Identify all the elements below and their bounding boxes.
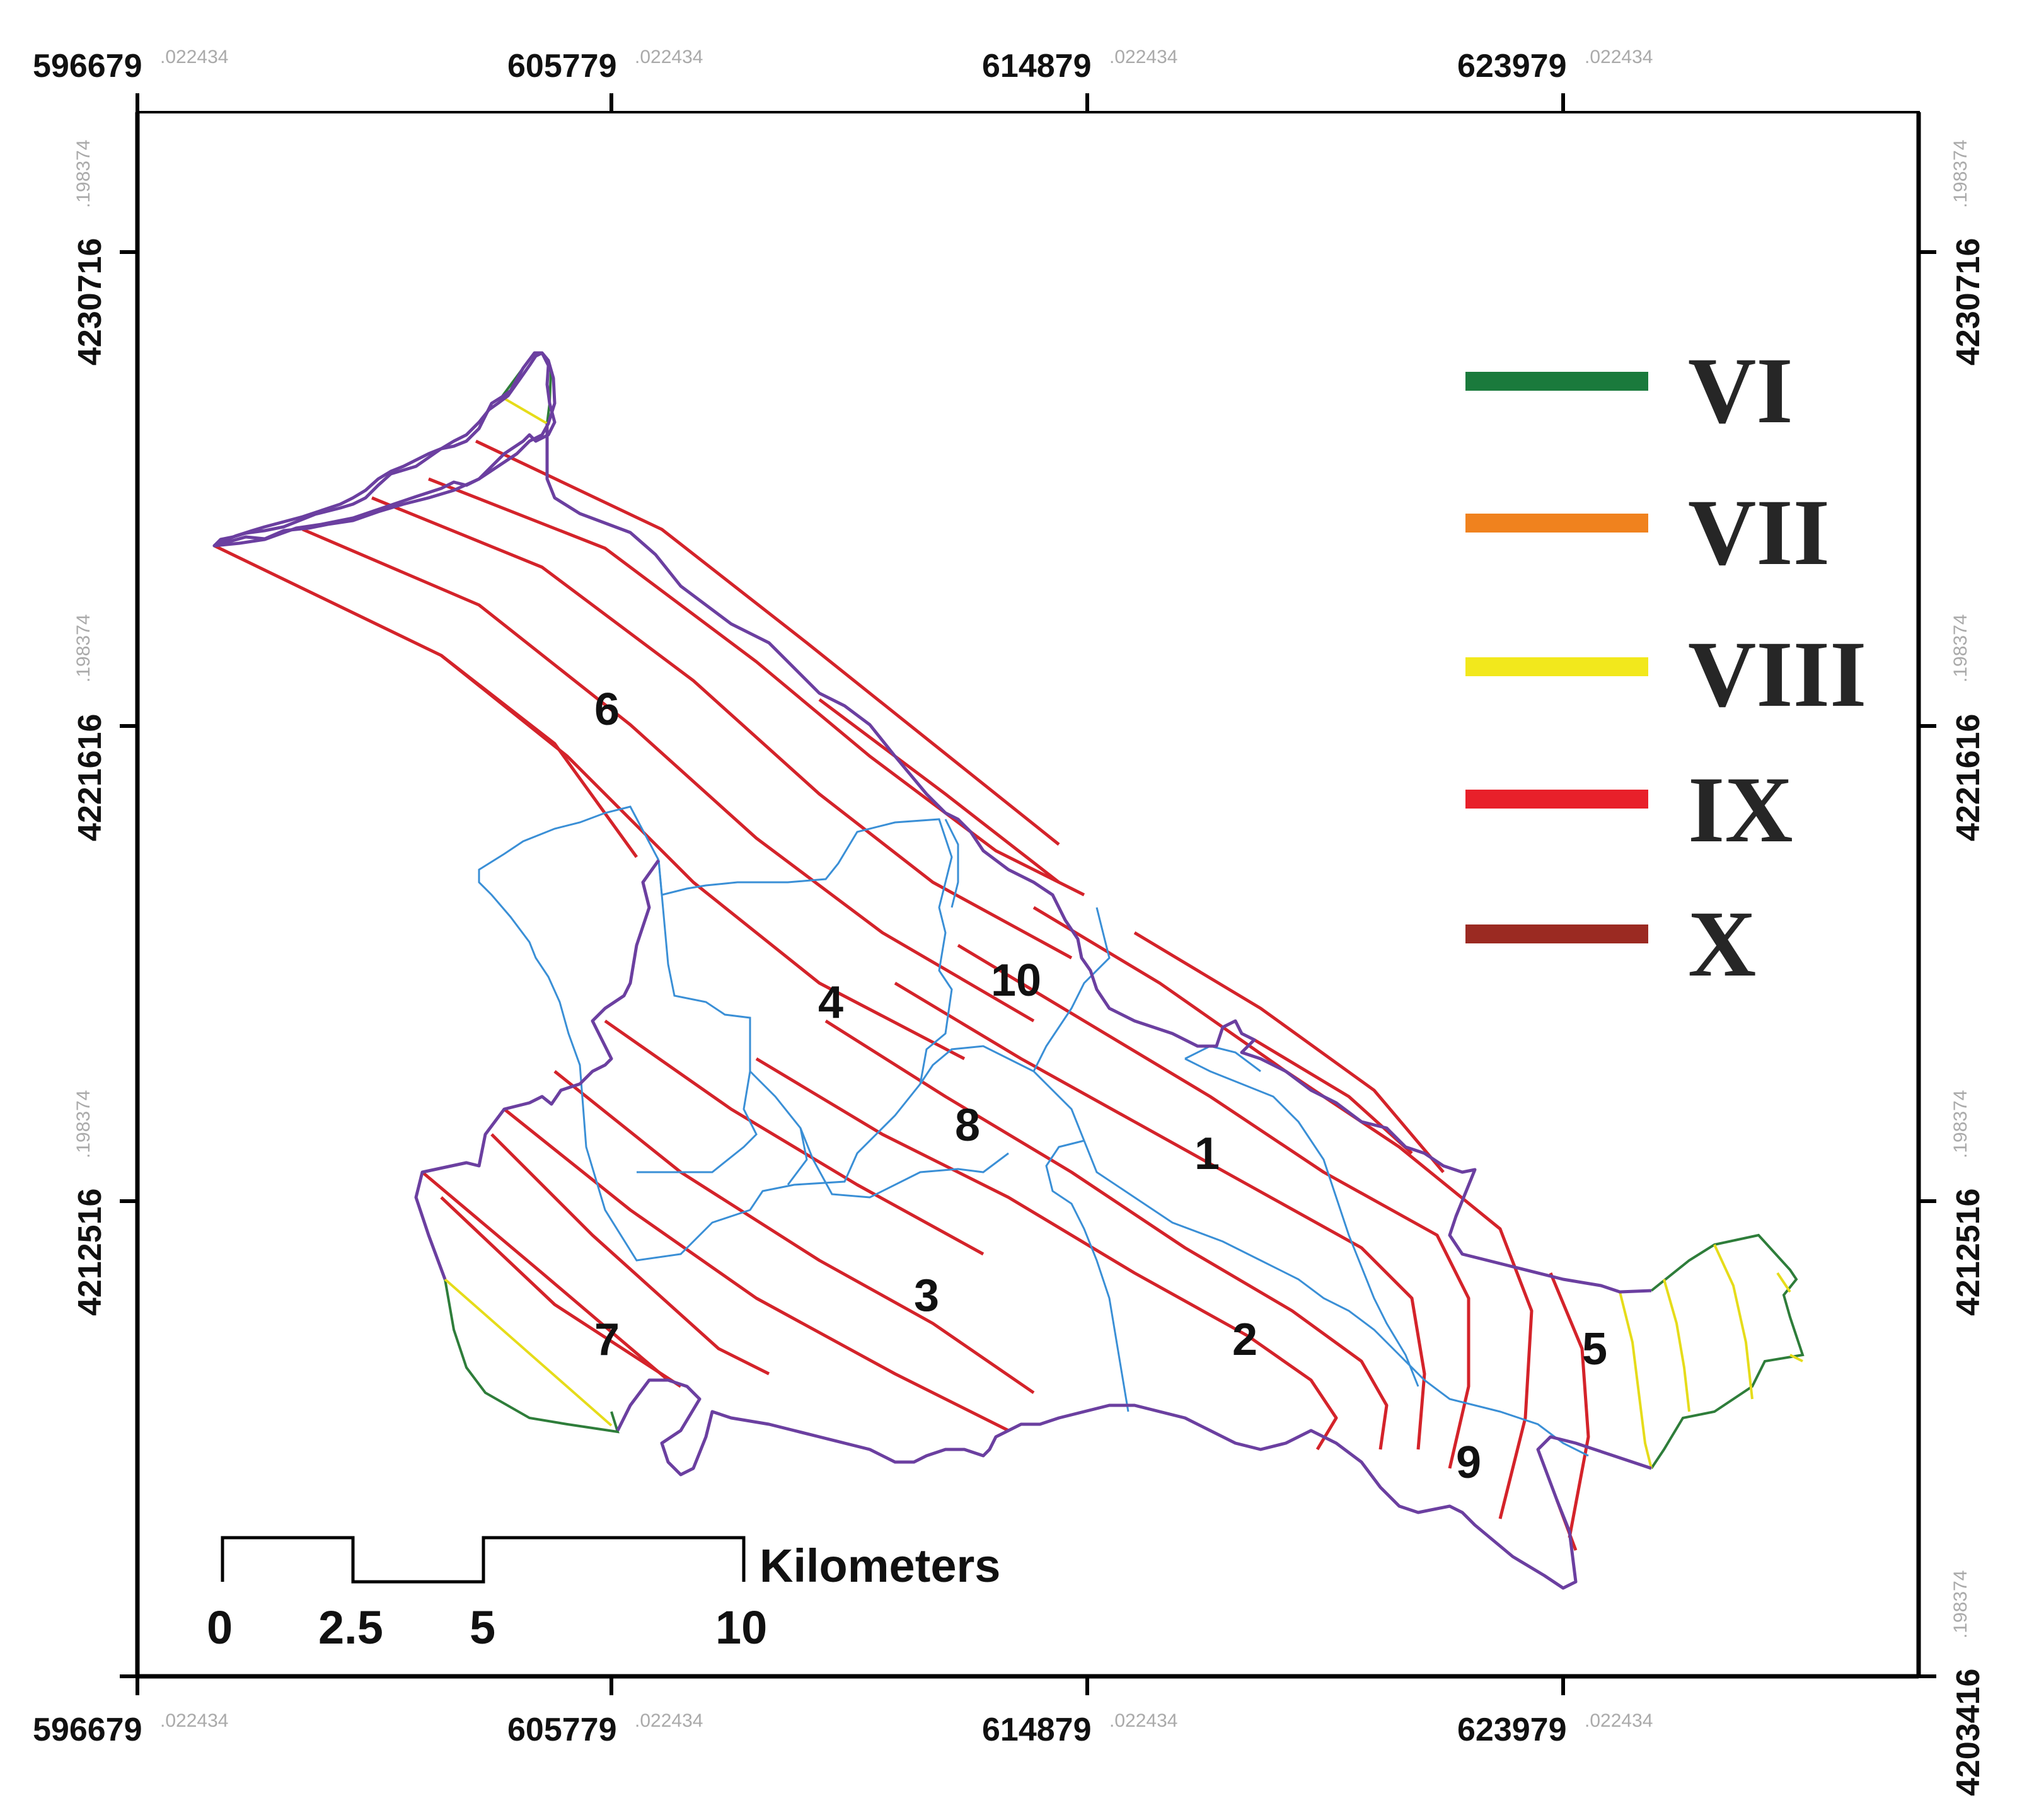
isoseismal-lines: [213, 439, 1590, 1551]
isoseismal-line-17: [957, 943, 1470, 1469]
x-label-bottom-3: 614879: [982, 1712, 1092, 1748]
x-label-bottom-4: 623979: [1457, 1712, 1567, 1748]
scale-label-10: 10: [715, 1601, 767, 1654]
isoseismal-line-4: [428, 477, 1085, 897]
basin-boundary-main: [212, 351, 1652, 1590]
isoseismal-line-20: [1253, 1038, 1413, 1155]
y-label-right-2-frac: .198374: [1950, 614, 1971, 682]
legend-label-ix: IX: [1688, 757, 1793, 862]
left-y-labels: 4230716 .198374 4221616 .198374 4212516 …: [72, 140, 108, 1316]
y-label-left-2-frac: .198374: [73, 614, 94, 682]
scale-label-0: 0: [207, 1601, 233, 1654]
top-x-labels: 596679 .022434 605779 .022434 614879 .02…: [33, 47, 1653, 84]
y-label-right-3: 4212516: [1950, 1189, 1987, 1316]
x-label-bottom-1: 596679: [33, 1712, 142, 1748]
legend-label-x: X: [1688, 892, 1756, 996]
isoseismal-line-7: [440, 654, 638, 858]
bottom-x-labels: 596679 .022434 605779 .022434 614879 .02…: [33, 1710, 1653, 1748]
isoseismal-line-5: [475, 439, 1060, 846]
x-label-bottom-1-frac: .022434: [160, 1710, 228, 1731]
isoseismal-line-19: [1133, 931, 1445, 1173]
x-label-top-3: 614879: [982, 48, 1092, 84]
legend: VI VII VIII IX X: [1465, 338, 1866, 996]
y-label-right-4-frac: .198374: [1950, 1570, 1971, 1639]
zone-labels: 1 2 3 4 5 6 7 8 9 10: [594, 684, 1607, 1488]
y-label-left-2: 4221616: [72, 714, 108, 841]
scale-unit: Kilometers: [760, 1540, 1000, 1592]
zone-label-7: 7: [594, 1315, 620, 1365]
y-label-left-1: 4230716: [72, 238, 108, 366]
x-tick-marks: [136, 93, 1565, 1695]
y-label-left-3-frac: .198374: [73, 1090, 94, 1158]
isoseismal-line-2: [302, 527, 1035, 1023]
isoseismal-line-8: [604, 1019, 985, 1256]
legend-label-vii: VII: [1688, 480, 1830, 585]
y-label-right-3-frac: .198374: [1950, 1090, 1971, 1158]
x-label-bottom-2-frac: .022434: [635, 1710, 703, 1731]
zone-label-5: 5: [1582, 1324, 1607, 1374]
isoseismal-line-12: [440, 1196, 682, 1388]
subbasin-boundaries: [478, 805, 1589, 1457]
scale-label-2-5: 2.5: [318, 1601, 383, 1654]
isoseismal-line-9: [553, 1070, 1035, 1395]
x-label-top-2-frac: .022434: [635, 47, 703, 67]
x-label-top-4: 623979: [1457, 48, 1567, 84]
basin-boundary: [212, 351, 557, 548]
zone-label-9: 9: [1456, 1437, 1481, 1488]
isoseismal-line-1: [213, 544, 966, 1061]
x-label-top-1: 596679: [33, 48, 142, 84]
zone-label-2: 2: [1232, 1315, 1257, 1365]
isoseismal-line-14: [755, 1057, 1338, 1451]
zone-label-4: 4: [818, 977, 843, 1028]
y-tick-marks: [120, 250, 1936, 1678]
x-label-bottom-3-frac: .022434: [1109, 1710, 1177, 1731]
y-label-right-2: 4221616: [1950, 714, 1987, 841]
y-label-left-1-frac: .198374: [73, 140, 94, 208]
isoseismal-line-10: [503, 1108, 1010, 1432]
right-y-labels: 4230716 .198374 4221616 .198374 4212516 …: [1950, 140, 1987, 1796]
y-label-right-1-frac: .198374: [1950, 140, 1971, 208]
x-label-top-4-frac: .022434: [1585, 47, 1653, 67]
x-label-bottom-2: 605779: [507, 1712, 617, 1748]
legend-label-viii: VIII: [1688, 622, 1866, 727]
x-label-top-1-frac: .022434: [160, 47, 228, 67]
x-label-bottom-4-frac: .022434: [1585, 1710, 1653, 1731]
scale-label-5: 5: [470, 1601, 495, 1654]
isoseismal-line-6: [818, 698, 1060, 884]
legend-label-vi: VI: [1688, 338, 1793, 443]
y-label-right-1: 4230716: [1950, 238, 1987, 366]
isoseismal-line-3: [371, 496, 1073, 960]
zone-label-6: 6: [594, 684, 620, 735]
y-label-right-4: 4203416: [1950, 1669, 1987, 1796]
zone-label-10: 10: [991, 955, 1041, 1006]
zone-label-3: 3: [914, 1270, 939, 1321]
y-label-left-3: 4212516: [72, 1189, 108, 1316]
isoseismal-line-18: [1032, 906, 1534, 1519]
isoseismal-line-13: [421, 1171, 669, 1381]
isoseismal-line-11: [490, 1133, 770, 1376]
scale-bar: Kilometers 0 2.5 5 10: [207, 1536, 1000, 1654]
map-frame: [136, 111, 1920, 1678]
zone-label-1: 1: [1194, 1129, 1220, 1179]
scale-bar-line: [221, 1536, 746, 1584]
zone-label-8: 8: [955, 1100, 980, 1151]
isoseismal-line-16: [894, 981, 1426, 1450]
isoseismal-line-21: [1549, 1272, 1590, 1538]
isoseismal-line-15: [824, 1019, 1389, 1450]
x-label-top-3-frac: .022434: [1109, 47, 1177, 67]
x-label-top-2: 605779: [507, 48, 617, 84]
